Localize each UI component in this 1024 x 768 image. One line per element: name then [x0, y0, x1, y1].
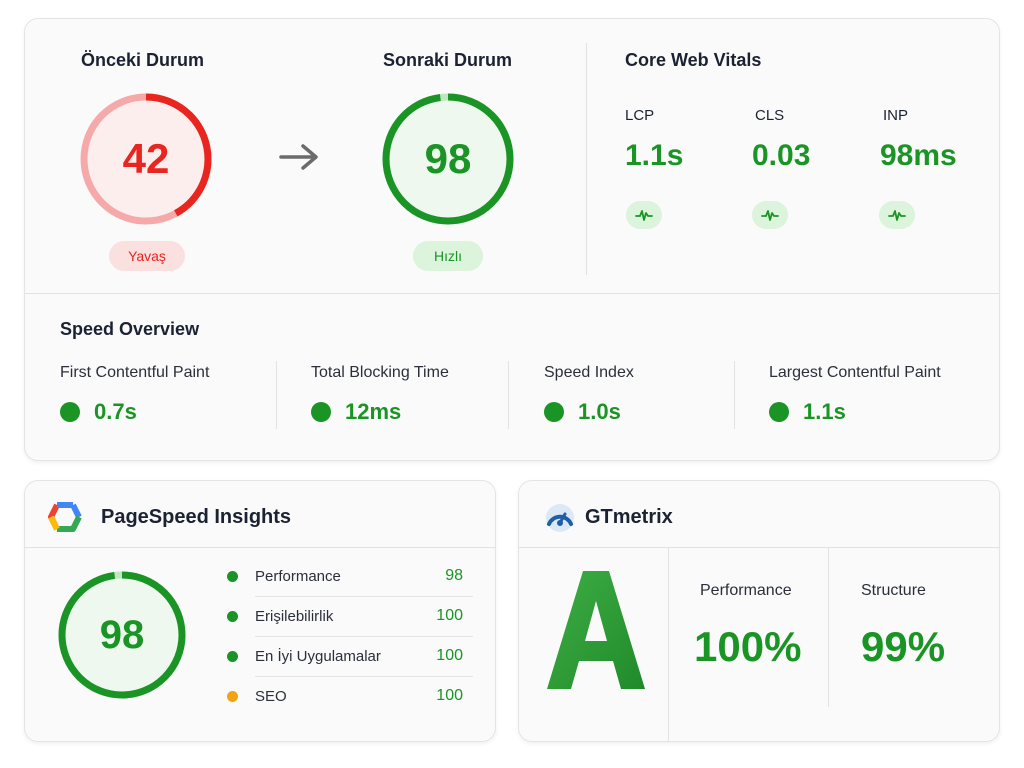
status-dot-icon [311, 402, 331, 422]
before-status-badge: Yavaş [109, 241, 185, 271]
status-dot-icon [227, 690, 238, 702]
pagespeed-row-score: 100 [436, 647, 463, 664]
pagespeed-row-best-practices: En İyi Uygulamalar 100 [225, 636, 473, 676]
pagespeed-row-name: SEO [255, 687, 287, 705]
gtmetrix-logo-icon [543, 502, 577, 539]
gtmetrix-divider [828, 547, 829, 707]
pagespeed-insights-card: PageSpeed Insights 98 Performance 98 Eri… [24, 480, 496, 742]
gtmetrix-performance-value: 100% [694, 623, 802, 670]
pagespeed-row-name: Erişilebilirlik [255, 607, 334, 625]
before-score-value: 42 [122, 135, 170, 182]
row-divider [255, 676, 473, 677]
pagespeed-row-name: Performance [255, 567, 341, 585]
before-gauge-arc [80, 93, 212, 225]
gtmetrix-performance-label: Performance [700, 582, 792, 599]
inp-value: 98ms [880, 139, 957, 172]
lcp-value: 1.1s [625, 139, 684, 172]
pagespeed-logo-icon [48, 501, 82, 538]
pagespeed-row-score: 100 [436, 687, 463, 704]
tbt-value: 12ms [345, 399, 402, 424]
speed-index-label: Speed Index [544, 364, 634, 381]
core-web-vitals-title: Core Web Vitals [625, 50, 762, 70]
tbt-metric: 12ms [311, 399, 401, 425]
pagespeed-title: PageSpeed Insights [101, 506, 292, 528]
metric-divider [508, 361, 509, 429]
pulse-icon [626, 201, 662, 229]
gtmetrix-title: GTmetrix [585, 506, 673, 528]
arrow-right-icon [277, 141, 321, 178]
pagespeed-row-accessibility: Erişilebilirlik 100 [225, 596, 473, 636]
pagespeed-row-seo: SEO 100 [225, 676, 473, 716]
status-dot-icon [544, 402, 564, 422]
pagespeed-score-value: 98 [99, 612, 145, 657]
pagespeed-row-performance: Performance 98 [225, 556, 473, 596]
status-dot-icon [227, 570, 238, 582]
pagespeed-gauge-arc [58, 571, 186, 699]
gtmetrix-card: GTmetrix A Performance 100% Structure 99… [518, 480, 1000, 742]
gtmetrix-grade: A [545, 565, 647, 695]
performance-comparison-card: Önceki Durum 42 Yavaş Sonraki Durum 98 H… [24, 18, 1000, 461]
after-gauge-arc [382, 93, 514, 225]
speed-index-metric: 1.0s [544, 399, 621, 425]
speed-index-value: 1.0s [578, 399, 621, 424]
row-divider [255, 636, 473, 637]
pulse-icon [752, 201, 788, 229]
fcp-label: First Contentful Paint [60, 364, 210, 381]
gtmetrix-divider [668, 547, 669, 741]
after-status-badge: Hızlı [413, 241, 483, 271]
fcp-metric: 0.7s [60, 399, 137, 425]
pagespeed-score-gauge: 98 [55, 568, 189, 702]
tbt-label: Total Blocking Time [311, 364, 449, 381]
pagespeed-row-score: 100 [436, 607, 463, 624]
status-dot-icon [227, 650, 238, 662]
lcp-overview-value: 1.1s [803, 399, 846, 424]
after-title: Sonraki Durum [383, 50, 513, 70]
pulse-icon [879, 201, 915, 229]
row-divider [255, 596, 473, 597]
gtmetrix-structure-label: Structure [861, 582, 926, 599]
speed-overview-divider [25, 293, 999, 294]
pagespeed-row-name: En İyi Uygulamalar [255, 647, 381, 665]
metric-divider [276, 361, 277, 429]
gtmetrix-header-divider [519, 547, 999, 548]
speed-overview-title: Speed Overview [60, 319, 200, 339]
fcp-value: 0.7s [94, 399, 137, 424]
pagespeed-row-score: 98 [445, 567, 463, 584]
before-title: Önceki Durum [81, 50, 205, 70]
cls-label: CLS [755, 107, 785, 124]
metric-divider [734, 361, 735, 429]
cls-value: 0.03 [752, 139, 811, 172]
section-divider [586, 43, 587, 275]
lcp-overview-label: Largest Contentful Paint [769, 364, 941, 381]
after-score-value: 98 [424, 135, 472, 182]
status-dot-icon [60, 402, 80, 422]
pagespeed-header-divider [25, 547, 495, 548]
lcp-label: LCP [625, 107, 655, 124]
after-score-gauge: 98 [378, 89, 518, 229]
inp-label: INP [883, 107, 909, 124]
status-dot-icon [769, 402, 789, 422]
lcp-overview-metric: 1.1s [769, 399, 846, 425]
gtmetrix-structure-value: 99% [861, 623, 946, 670]
status-dot-icon [227, 610, 238, 622]
before-score-gauge: 42 [76, 89, 216, 229]
